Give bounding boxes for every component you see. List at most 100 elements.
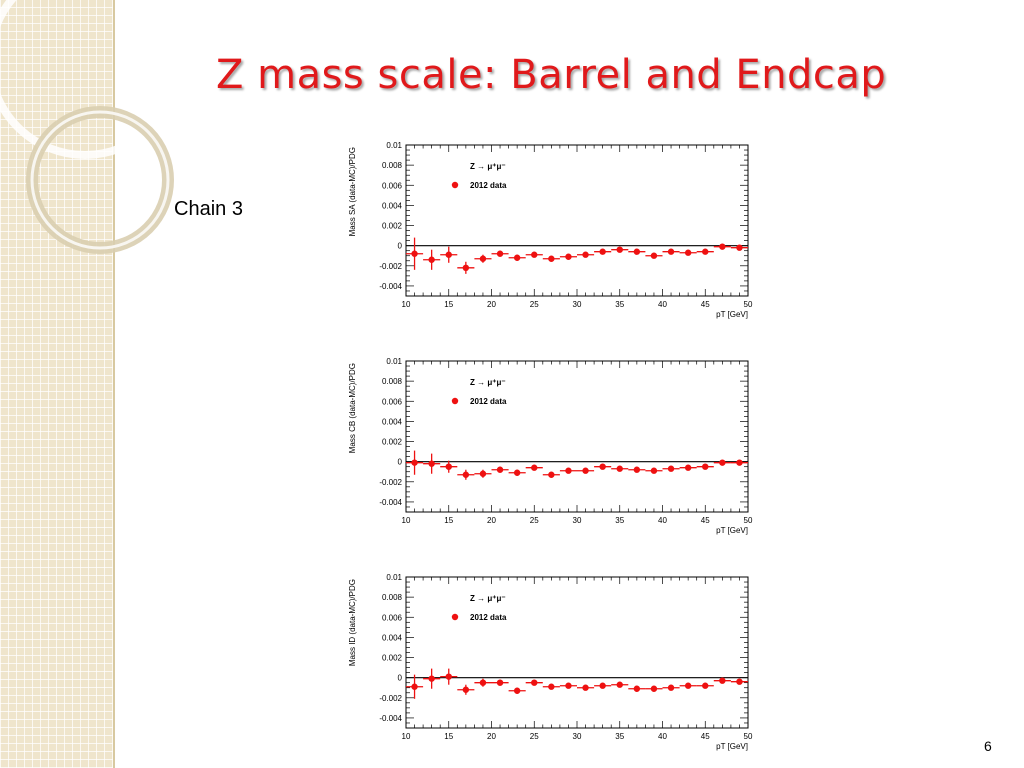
data-marker bbox=[513, 469, 521, 476]
data-marker bbox=[411, 683, 418, 690]
data-point bbox=[491, 250, 509, 257]
x-tick-label: 25 bbox=[530, 516, 539, 525]
x-axis-label: pT [GeV] bbox=[716, 310, 748, 319]
legend-marker bbox=[451, 397, 459, 405]
x-tick-label: 15 bbox=[444, 516, 453, 525]
data-marker bbox=[479, 470, 487, 477]
data-point bbox=[611, 246, 629, 253]
data-point bbox=[525, 464, 543, 471]
data-marker bbox=[667, 684, 675, 691]
data-point bbox=[577, 251, 595, 258]
data-point bbox=[594, 682, 612, 689]
data-point bbox=[542, 471, 560, 478]
data-point bbox=[628, 466, 646, 473]
data-point bbox=[542, 255, 560, 262]
data-marker bbox=[650, 252, 658, 259]
data-marker bbox=[616, 681, 623, 688]
y-tick-label: -0.002 bbox=[379, 478, 402, 487]
data-marker bbox=[582, 684, 589, 691]
x-tick-label: 15 bbox=[444, 732, 453, 741]
y-tick-label: -0.004 bbox=[379, 714, 402, 723]
data-marker bbox=[633, 248, 641, 255]
data-marker bbox=[684, 682, 692, 689]
data-marker bbox=[667, 248, 675, 255]
x-tick-label: 35 bbox=[615, 732, 624, 741]
data-point bbox=[525, 251, 543, 258]
decorative-ring-small-inner bbox=[30, 110, 170, 250]
data-point bbox=[423, 249, 441, 270]
data-point bbox=[457, 684, 475, 695]
data-point bbox=[730, 678, 748, 685]
data-point bbox=[457, 469, 475, 480]
data-marker bbox=[736, 244, 743, 251]
data-marker bbox=[428, 675, 435, 682]
data-point bbox=[577, 684, 595, 691]
decorative-rings bbox=[0, 0, 184, 254]
data-point bbox=[423, 668, 441, 689]
legend-entry-label: 2012 data bbox=[470, 613, 507, 622]
data-point bbox=[611, 465, 629, 472]
data-marker bbox=[531, 464, 538, 471]
data-point bbox=[525, 679, 543, 686]
y-tick-label: -0.004 bbox=[379, 498, 402, 507]
data-marker bbox=[599, 682, 606, 689]
data-marker bbox=[462, 264, 470, 272]
y-tick-label: 0.01 bbox=[386, 141, 402, 150]
data-marker bbox=[411, 459, 418, 466]
data-point bbox=[559, 682, 577, 689]
data-marker bbox=[684, 464, 692, 471]
plot-frame bbox=[405, 576, 749, 729]
data-point bbox=[730, 459, 748, 466]
x-tick-label: 25 bbox=[530, 300, 539, 309]
data-marker bbox=[565, 467, 572, 474]
data-point bbox=[457, 261, 475, 274]
data-point bbox=[440, 246, 458, 263]
y-tick-label: 0.004 bbox=[382, 201, 403, 210]
data-marker bbox=[496, 250, 504, 257]
data-marker bbox=[633, 466, 641, 473]
data-marker bbox=[736, 459, 743, 466]
data-point bbox=[542, 683, 560, 690]
data-point bbox=[611, 681, 629, 688]
data-marker bbox=[616, 465, 623, 472]
data-point bbox=[508, 687, 526, 694]
x-tick-label: 20 bbox=[487, 300, 496, 309]
data-point bbox=[662, 465, 680, 472]
data-point bbox=[594, 463, 612, 470]
x-tick-label: 45 bbox=[701, 732, 710, 741]
x-tick-label: 40 bbox=[658, 300, 667, 309]
decorative-ring-large bbox=[0, 0, 184, 159]
x-axis-label: pT [GeV] bbox=[716, 742, 748, 751]
data-point bbox=[508, 469, 526, 476]
data-marker bbox=[650, 467, 658, 474]
y-axis-label: Mass ID (data-MC)/PDG bbox=[348, 579, 357, 666]
slide-sidebar-decoration bbox=[0, 0, 184, 768]
x-axis-label: pT [GeV] bbox=[716, 526, 748, 535]
data-marker bbox=[496, 679, 504, 686]
y-tick-label: 0.008 bbox=[382, 593, 403, 602]
x-tick-label: 20 bbox=[487, 732, 496, 741]
x-tick-label: 10 bbox=[402, 732, 411, 741]
y-tick-label: 0.004 bbox=[382, 633, 403, 642]
y-tick-label: 0.01 bbox=[386, 573, 402, 582]
y-tick-label: 0.002 bbox=[382, 438, 403, 447]
x-tick-label: 30 bbox=[573, 516, 582, 525]
data-point bbox=[423, 453, 441, 474]
x-tick-label: 40 bbox=[658, 732, 667, 741]
data-marker bbox=[736, 678, 743, 685]
y-tick-label: 0 bbox=[398, 674, 403, 683]
data-marker bbox=[719, 677, 726, 684]
data-marker bbox=[582, 467, 589, 474]
y-tick-label: 0.006 bbox=[382, 397, 403, 406]
data-marker bbox=[599, 463, 606, 470]
y-tick-label: -0.002 bbox=[379, 262, 402, 271]
data-point bbox=[474, 469, 492, 478]
data-marker bbox=[479, 679, 487, 686]
data-marker bbox=[702, 248, 709, 255]
data-point bbox=[662, 684, 680, 691]
x-tick-label: 50 bbox=[744, 300, 753, 309]
data-marker bbox=[719, 243, 726, 250]
data-point bbox=[696, 463, 714, 470]
y-tick-label: 0.008 bbox=[382, 377, 403, 386]
legend-entry-label: 2012 data bbox=[470, 397, 507, 406]
